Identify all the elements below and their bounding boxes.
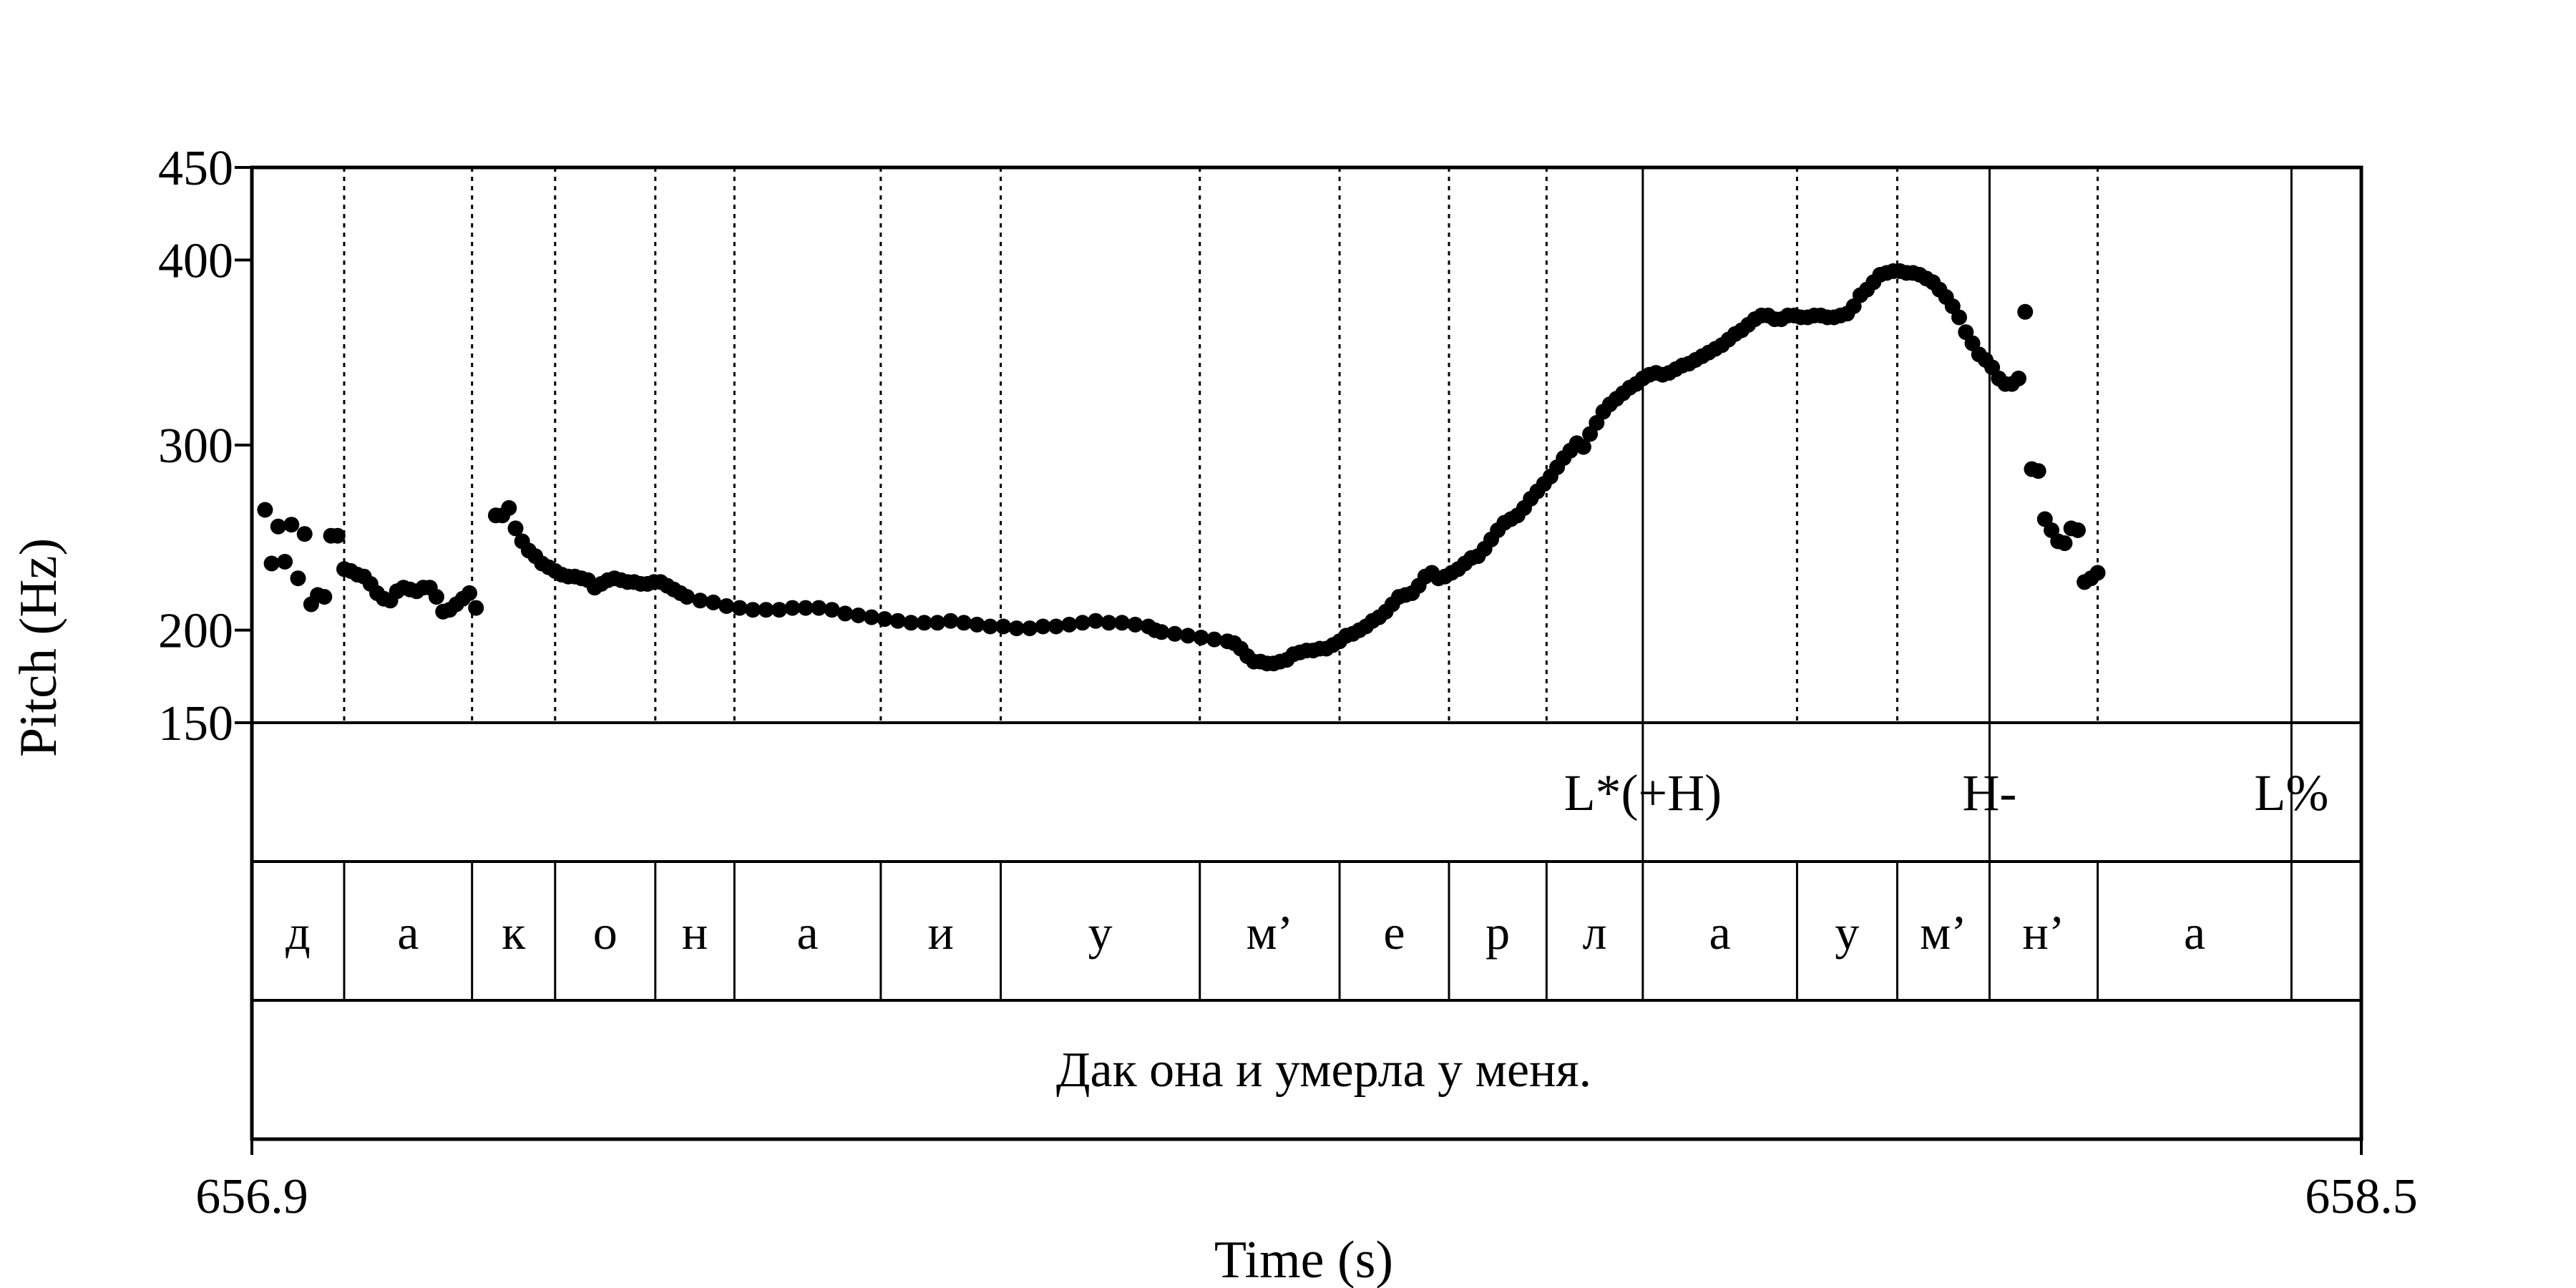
pitch-point — [1114, 615, 1130, 631]
pitch-point — [811, 600, 827, 616]
tone-label: H- — [1962, 764, 2016, 821]
y-tick-label: 450 — [158, 141, 233, 196]
tone-label: L% — [2254, 764, 2328, 821]
tone-label: L*(+H) — [1564, 764, 1722, 821]
pitch-point — [1166, 625, 1183, 642]
pitch-point — [283, 517, 300, 533]
pitch-point — [745, 602, 761, 618]
y-axis: 150 200 300 400 450 — [158, 141, 252, 751]
pitch-point — [718, 598, 735, 614]
pitch-point — [316, 589, 333, 605]
pitch-point — [995, 618, 1012, 635]
pitch-point — [2057, 535, 2073, 552]
plot-frame — [250, 165, 2363, 1141]
pitch-point — [1101, 615, 1117, 631]
segment-label: и — [928, 905, 954, 960]
pitch-point — [1074, 615, 1091, 631]
pitch-point — [1022, 620, 1038, 637]
pitch-point — [930, 615, 946, 631]
y-tick-label: 200 — [158, 604, 233, 659]
pitch-point — [462, 585, 477, 601]
pitch-point — [1008, 620, 1025, 637]
y-axis-title: Pitch (Hz) — [9, 538, 68, 757]
pitch-point — [956, 615, 972, 631]
segment-label: р — [1485, 905, 1510, 960]
pitch-point — [982, 618, 998, 635]
segment-label: о — [593, 905, 618, 960]
pitch-point — [1206, 631, 1222, 648]
pitch-point — [1575, 439, 1591, 455]
segment-label: у — [1835, 905, 1859, 960]
pitch-point — [2089, 565, 2106, 581]
pitch-point — [1153, 624, 1170, 640]
segment-label: а — [397, 905, 419, 960]
pitch-point — [679, 589, 695, 605]
pitch-contour-points — [257, 263, 2106, 672]
segment-label: к — [502, 905, 526, 960]
pitch-point — [257, 502, 273, 518]
pitch-point — [1951, 309, 1967, 326]
pitch-point — [903, 615, 919, 631]
pitch-point — [731, 600, 748, 616]
segment-label: м’ — [1246, 905, 1294, 960]
pitch-point — [468, 600, 484, 616]
pitch-point — [877, 611, 893, 628]
plot-border — [250, 165, 2363, 1141]
pitch-point — [758, 602, 774, 618]
segment-label: н’ — [2022, 905, 2064, 960]
pitch-point — [705, 594, 721, 610]
pitch-point — [1127, 616, 1143, 633]
pitch-point — [2017, 303, 2034, 320]
pitch-point — [1088, 613, 1104, 629]
segment-label: а — [2184, 905, 2205, 960]
pitch-point — [692, 592, 708, 609]
pitch-point — [290, 570, 306, 587]
pitch-point — [771, 602, 787, 618]
pitch-point — [850, 608, 867, 623]
segment-label: у — [1088, 905, 1113, 960]
pitch-point — [1180, 628, 1196, 644]
segment-label: л — [1583, 905, 1607, 960]
pitch-point — [2030, 463, 2046, 479]
pitch-point — [277, 554, 293, 570]
pitch-point — [270, 518, 286, 535]
y-tick-label: 300 — [158, 419, 233, 474]
pitch-point — [916, 615, 932, 631]
segment-label: м’ — [1920, 905, 1967, 960]
segment-label: а — [797, 905, 819, 960]
pitch-point — [296, 526, 313, 542]
pitch-point — [942, 613, 959, 629]
pitch-point — [889, 613, 906, 629]
pitch-point — [1061, 616, 1078, 633]
segment-label: д — [286, 905, 311, 960]
pitch-point — [784, 600, 801, 616]
pitch-point — [501, 499, 517, 516]
pitch-point — [824, 602, 840, 618]
segment-label: е — [1383, 905, 1405, 960]
pitch-point — [507, 520, 524, 537]
x-axis: 656.9 658.5 — [195, 1139, 2418, 1224]
pitch-point — [797, 600, 814, 616]
x-tick-label: 658.5 — [2305, 1169, 2418, 1224]
pitch-point — [969, 616, 985, 633]
segment-label: н — [682, 905, 708, 960]
pitch-point — [263, 555, 280, 572]
y-tick-label: 150 — [158, 696, 233, 751]
pitch-point — [864, 609, 879, 625]
pitch-point — [2069, 522, 2086, 538]
pitch-point — [837, 605, 854, 622]
pitch-point — [2011, 370, 2026, 386]
x-tick-label: 656.9 — [195, 1169, 308, 1224]
pitch-point — [428, 589, 444, 605]
segment-label: а — [1709, 905, 1731, 960]
y-tick-label: 400 — [158, 233, 233, 288]
pitch-point — [1048, 618, 1064, 635]
pitch-point — [1193, 630, 1209, 645]
pitch-point — [1035, 618, 1051, 635]
sentence-transcription: Дак она и умерла у меня. — [1056, 1043, 1591, 1098]
pitch-point — [329, 527, 346, 544]
x-axis-title: Time (s) — [1214, 1231, 1393, 1288]
annotation-tiers: L*(+H) H- L% д а к о н а и у м’ е р л а у м’ н’ а Дак она и … — [286, 167, 2328, 1098]
